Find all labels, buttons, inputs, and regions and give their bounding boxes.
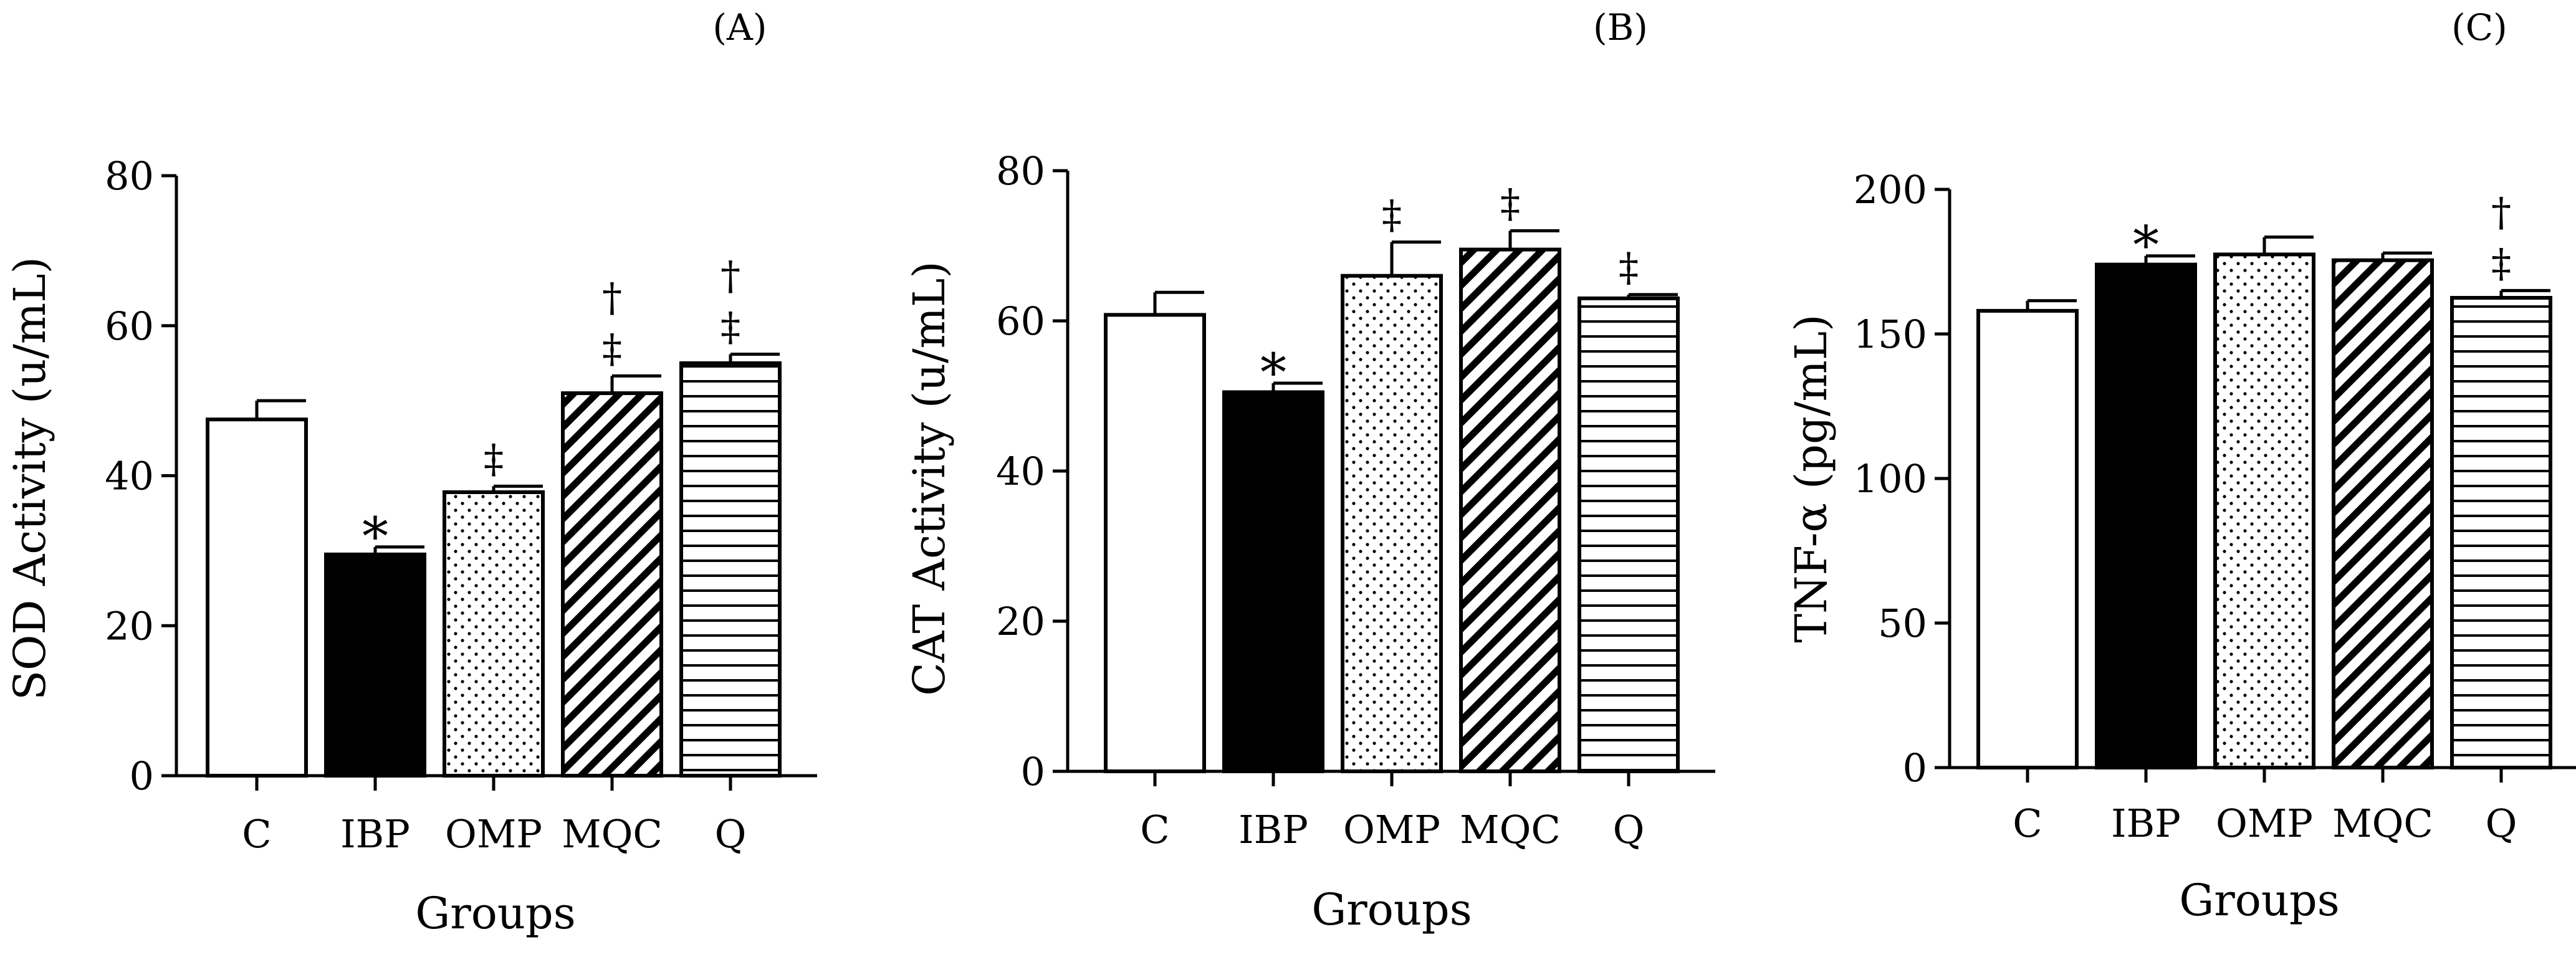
bar bbox=[1222, 390, 1324, 773]
y-axis-label: SOD Activity (u/mL) bbox=[4, 257, 55, 700]
y-tick-label: 20 bbox=[996, 599, 1045, 644]
y-tick-label: 100 bbox=[1854, 456, 1927, 502]
y-tick-label: 150 bbox=[1854, 312, 1927, 357]
y-tick-label: 60 bbox=[105, 303, 154, 349]
significance-marker: ‡ bbox=[721, 304, 740, 350]
x-tick-label: IBP bbox=[2111, 801, 2181, 846]
panel-c: (C) TNF-α (pg/mL) Groups 0 50 100 150 200 C IB… bbox=[1786, 6, 2576, 926]
significance-marker: † bbox=[2491, 189, 2511, 236]
y-tick-label: 60 bbox=[996, 298, 1045, 344]
significance-marker: ‡ bbox=[1382, 192, 1402, 238]
y-tick-label: 0 bbox=[130, 753, 154, 799]
significance-marker: † bbox=[602, 275, 622, 321]
panel-label: (A) bbox=[712, 6, 767, 49]
x-tick-label: MQC bbox=[562, 811, 663, 857]
panel-a: (A) SOD Activity (u/mL) Groups 0 20 40 60 80… bbox=[4, 6, 817, 939]
x-tick-label: C bbox=[2013, 801, 2042, 846]
significance-marker: ‡ bbox=[2491, 240, 2511, 287]
y-tick-label: 0 bbox=[1903, 745, 1927, 791]
y-tick-label: 200 bbox=[1854, 167, 1927, 212]
significance-marker: ‡ bbox=[602, 326, 622, 372]
significance-marker: ‡ bbox=[1619, 245, 1639, 291]
significance-marker: * bbox=[1260, 342, 1286, 403]
bar bbox=[2213, 252, 2315, 769]
x-tick-label: IBP bbox=[1238, 807, 1308, 852]
bar bbox=[206, 417, 308, 778]
significance-marker: ‡ bbox=[484, 436, 504, 482]
x-tick-label: C bbox=[242, 811, 271, 857]
y-tick-label: 40 bbox=[105, 454, 154, 499]
x-tick-label: Q bbox=[1613, 807, 1645, 852]
x-tick-label: OMP bbox=[1343, 807, 1440, 852]
x-tick-label: Q bbox=[2486, 801, 2517, 846]
x-tick-label: OMP bbox=[2216, 801, 2313, 846]
x-tick-label: MQC bbox=[2332, 801, 2433, 846]
bar bbox=[443, 490, 545, 778]
y-tick-label: 20 bbox=[105, 603, 154, 649]
x-axis-label: Groups bbox=[1311, 884, 1472, 935]
y-tick-label: 0 bbox=[1021, 749, 1045, 794]
bar bbox=[561, 391, 663, 778]
bar bbox=[1459, 247, 1561, 773]
bar bbox=[2332, 258, 2434, 769]
y-tick-label: 40 bbox=[996, 449, 1045, 494]
bar bbox=[679, 361, 782, 778]
panel-label: (C) bbox=[2451, 6, 2507, 49]
y-axis-label: CAT Activity (u/mL) bbox=[904, 261, 955, 696]
bar bbox=[1976, 308, 2079, 769]
bar bbox=[1578, 296, 1680, 774]
bar bbox=[2095, 262, 2197, 769]
significance-marker: * bbox=[2133, 215, 2159, 276]
significance-marker: * bbox=[362, 506, 388, 567]
y-tick-label: 80 bbox=[105, 153, 154, 199]
x-tick-label: Q bbox=[715, 811, 747, 857]
bar bbox=[1341, 274, 1443, 773]
x-tick-label: C bbox=[1140, 807, 1169, 852]
panel-b: (B) CAT Activity (u/mL) Groups 0 20 40 60 80… bbox=[904, 6, 1715, 935]
y-tick-label: 50 bbox=[1878, 601, 1927, 646]
x-tick-label: MQC bbox=[1460, 807, 1561, 852]
significance-marker: ‡ bbox=[1500, 181, 1520, 227]
y-axis-label: TNF-α (pg/mL) bbox=[1786, 314, 1837, 642]
panel-label: (B) bbox=[1593, 6, 1648, 49]
x-tick-label: IBP bbox=[340, 811, 410, 857]
bar bbox=[324, 552, 426, 778]
y-tick-label: 80 bbox=[996, 148, 1045, 194]
bar bbox=[1104, 313, 1206, 773]
x-tick-label: OMP bbox=[445, 811, 542, 857]
significance-marker: † bbox=[721, 253, 740, 299]
x-axis-label: Groups bbox=[2179, 875, 2339, 926]
bar bbox=[2450, 296, 2552, 769]
x-axis-label: Groups bbox=[415, 888, 575, 939]
